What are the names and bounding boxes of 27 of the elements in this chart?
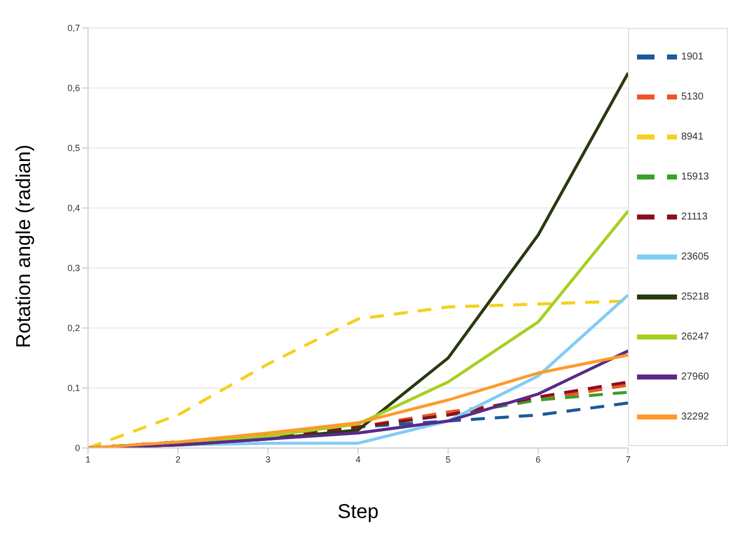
y-tick-label: 0,3 xyxy=(67,263,80,274)
x-tick-label: 7 xyxy=(626,454,631,464)
legend-label: 26247 xyxy=(681,332,709,343)
legend-label: 25218 xyxy=(681,292,709,303)
legend-label: 5130 xyxy=(681,92,704,103)
legend-label: 23605 xyxy=(681,252,709,263)
x-tick-label: 1 xyxy=(85,454,91,464)
legend-label: 32292 xyxy=(681,412,709,423)
y-tick-label: 0,2 xyxy=(67,323,80,334)
legend-label: 1901 xyxy=(681,52,704,63)
legend-label: 27960 xyxy=(681,372,709,383)
legend-label: 21113 xyxy=(681,212,708,223)
y-tick-label: 0,5 xyxy=(67,143,80,154)
y-tick-label: 0 xyxy=(74,443,80,454)
y-tick-label: 0,1 xyxy=(67,383,80,394)
y-axis-title: Rotation angle (radian) xyxy=(13,144,36,348)
legend-label: 8941 xyxy=(681,132,704,143)
x-tick-label: 4 xyxy=(356,454,361,464)
x-tick-label: 6 xyxy=(536,454,541,464)
y-tick-label: 0,6 xyxy=(67,83,80,94)
x-tick-label: 2 xyxy=(176,454,181,464)
x-tick-label: 3 xyxy=(266,454,271,464)
x-tick-label: 5 xyxy=(446,454,451,464)
x-axis-title: Step xyxy=(338,501,379,523)
y-tick-label: 0,7 xyxy=(67,23,80,34)
legend-label: 15913 xyxy=(681,172,709,183)
y-tick-label: 0,4 xyxy=(67,203,80,214)
